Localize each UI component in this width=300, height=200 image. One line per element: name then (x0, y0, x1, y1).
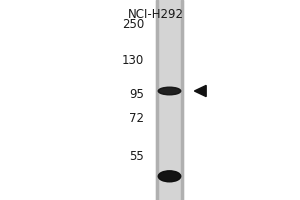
Text: 55: 55 (129, 150, 144, 162)
Text: NCI-H292: NCI-H292 (128, 8, 184, 21)
Polygon shape (194, 85, 206, 97)
Bar (156, 0, 183, 200)
Bar (156, 0, 158, 200)
Ellipse shape (158, 171, 181, 182)
Bar (181, 0, 183, 200)
Text: 250: 250 (122, 18, 144, 30)
Text: 130: 130 (122, 53, 144, 66)
Text: 72: 72 (129, 112, 144, 124)
Ellipse shape (158, 87, 181, 95)
Text: 95: 95 (129, 88, 144, 100)
